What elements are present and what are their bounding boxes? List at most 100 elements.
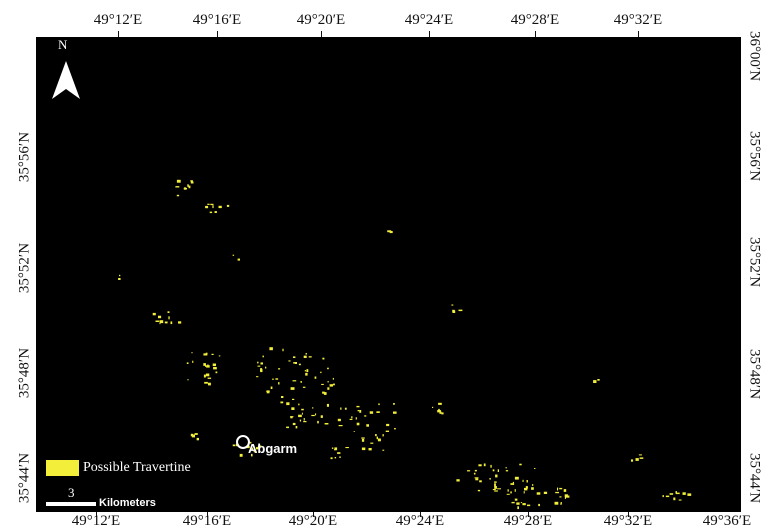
- travertine-patch: [682, 492, 686, 495]
- travertine-patch: [538, 503, 540, 507]
- travertine-patch: [527, 504, 531, 507]
- travertine-patch: [301, 408, 304, 411]
- travertine-patch: [382, 434, 384, 437]
- left-tick-label: 35°44′N: [16, 452, 33, 504]
- travertine-patch: [332, 377, 334, 380]
- travertine-patch: [506, 493, 510, 495]
- travertine-patch: [334, 457, 337, 459]
- travertine-patch: [214, 211, 217, 213]
- travertine-patch: [543, 491, 548, 494]
- bottom-tick-label: 49°24′E: [395, 513, 445, 529]
- travertine-patch: [308, 356, 312, 358]
- travertine-patch: [639, 457, 644, 459]
- travertine-patch: [479, 480, 482, 483]
- map-frame: N Abgarm Possible Travertine 3 Kilometer…: [36, 37, 741, 512]
- travertine-patch: [270, 386, 273, 389]
- place-label-abgarm: Abgarm: [248, 441, 298, 456]
- travertine-patch: [299, 419, 302, 422]
- travertine-patch: [519, 463, 522, 466]
- travertine-patch: [188, 185, 191, 189]
- travertine-patch: [555, 491, 559, 494]
- travertine-patch: [272, 378, 274, 380]
- travertine-patch: [524, 487, 528, 491]
- travertine-patch: [494, 490, 498, 492]
- travertine-patch: [257, 365, 261, 367]
- travertine-patch: [515, 499, 517, 501]
- travertine-patch: [168, 316, 170, 320]
- travertine-patch: [191, 434, 195, 438]
- travertine-patch: [473, 472, 476, 475]
- travertine-patch: [334, 447, 338, 450]
- travertine-patch: [260, 362, 263, 365]
- travertine-patch: [269, 347, 273, 351]
- tick-mark: [429, 31, 430, 37]
- abgarm-marker-icon: [236, 435, 250, 449]
- travertine-patch: [565, 495, 570, 498]
- travertine-patch: [377, 438, 381, 442]
- travertine-patch: [278, 368, 281, 370]
- travertine-patch: [303, 421, 307, 423]
- travertine-patch: [494, 483, 496, 487]
- left-tick-label: 35°48′N: [16, 347, 33, 399]
- travertine-patch: [286, 402, 290, 406]
- travertine-patch: [167, 311, 170, 313]
- travertine-patch: [265, 366, 267, 369]
- travertine-patch: [456, 479, 460, 482]
- top-tick-label: 49°20′E: [296, 12, 346, 28]
- travertine-patch: [382, 449, 385, 451]
- travertine-patch: [505, 470, 509, 472]
- travertine-patch: [385, 430, 389, 432]
- top-tick-label: 49°24′E: [404, 12, 454, 28]
- travertine-patch: [337, 452, 341, 454]
- travertine-patch: [301, 412, 303, 415]
- top-tick-label: 49°32′E: [613, 12, 663, 28]
- travertine-patch: [210, 203, 214, 206]
- travertine-patch: [159, 322, 161, 325]
- travertine-patch: [257, 361, 259, 364]
- travertine-patch: [483, 463, 486, 467]
- travertine-patch: [516, 502, 520, 505]
- travertine-patch: [510, 491, 512, 494]
- travertine-patch: [517, 506, 519, 510]
- travertine-patch: [359, 410, 362, 413]
- tick-mark: [628, 512, 629, 517]
- travertine-patch: [525, 486, 528, 489]
- travertine-patch: [302, 386, 306, 388]
- scale-unit: Kilometers: [99, 497, 156, 509]
- top-tick-label: 49°12′E: [93, 12, 143, 28]
- travertine-patch: [557, 487, 559, 491]
- travertine-patch: [522, 503, 526, 506]
- travertine-patch: [290, 387, 295, 390]
- travertine-patch: [532, 484, 534, 486]
- travertine-patch: [378, 403, 380, 406]
- scale-line: [46, 502, 96, 506]
- travertine-patch: [673, 497, 676, 501]
- travertine-patch: [505, 467, 507, 469]
- travertine-patch: [204, 381, 208, 384]
- travertine-deposits: [118, 179, 692, 510]
- travertine-patch: [497, 488, 501, 490]
- travertine-patch: [665, 495, 670, 498]
- travertine-patch: [212, 363, 216, 367]
- travertine-patch: [559, 496, 562, 498]
- travertine-patch: [531, 487, 534, 490]
- travertine-patch: [256, 376, 259, 378]
- travertine-patch: [159, 320, 164, 324]
- travertine-patch: [458, 309, 463, 312]
- travertine-patch: [205, 373, 210, 377]
- travertine-patch: [253, 450, 257, 453]
- travertine-patch: [305, 353, 307, 355]
- travertine-patch: [507, 489, 509, 492]
- travertine-patch: [393, 403, 395, 405]
- travertine-patch: [394, 428, 396, 430]
- right-tick-label: 35°44′N: [746, 452, 763, 504]
- travertine-patch: [322, 391, 325, 394]
- travertine-patch: [689, 494, 691, 496]
- travertine-patch: [311, 414, 315, 417]
- travertine-patch: [560, 502, 562, 504]
- travertine-patch: [369, 411, 374, 414]
- tick-mark: [217, 31, 218, 37]
- travertine-patch: [631, 459, 634, 462]
- travertine-patch: [376, 436, 378, 440]
- travertine-patch: [251, 453, 253, 457]
